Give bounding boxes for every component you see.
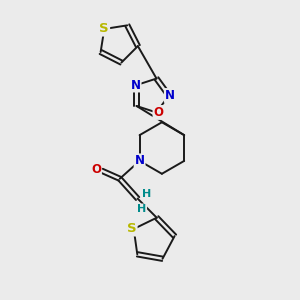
Text: S: S	[100, 22, 109, 35]
Text: N: N	[135, 154, 145, 167]
Text: O: O	[91, 163, 101, 176]
Text: H: H	[142, 189, 151, 199]
Text: O: O	[154, 106, 164, 119]
Text: H: H	[137, 204, 146, 214]
Text: N: N	[130, 79, 141, 92]
Text: S: S	[127, 222, 136, 236]
Text: N: N	[165, 89, 175, 102]
